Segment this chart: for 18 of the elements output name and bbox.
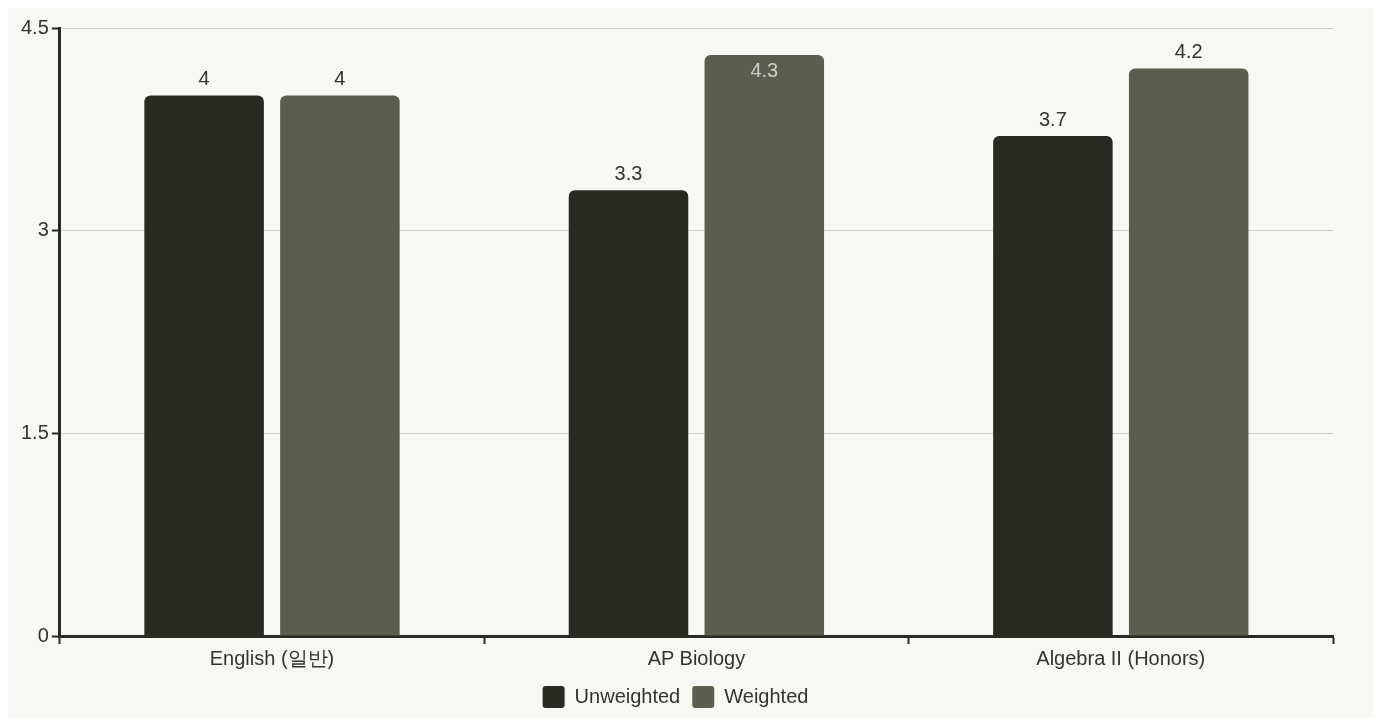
legend-label: Unweighted <box>574 684 681 707</box>
y-tick-label: 0 <box>37 623 49 646</box>
bar <box>1128 68 1249 636</box>
x-tick-label: Algebra II (Honors) <box>1036 646 1206 669</box>
x-tick-label: English (일반) <box>209 646 335 669</box>
data-label: 4.2 <box>1174 40 1203 63</box>
data-label: 4.3 <box>750 58 779 81</box>
bar <box>704 55 825 636</box>
data-label: 4 <box>334 67 346 90</box>
legend-label: Weighted <box>724 684 809 707</box>
data-label: 3.7 <box>1038 107 1067 130</box>
data-label: 3.3 <box>614 161 643 184</box>
y-tick-label: 4.5 <box>20 15 49 38</box>
y-tick-label: 3 <box>37 218 49 241</box>
x-tick-label: AP Biology <box>647 646 746 669</box>
y-tick-label: 1.5 <box>20 420 49 443</box>
data-label: 4 <box>198 67 210 90</box>
bar <box>280 95 400 636</box>
